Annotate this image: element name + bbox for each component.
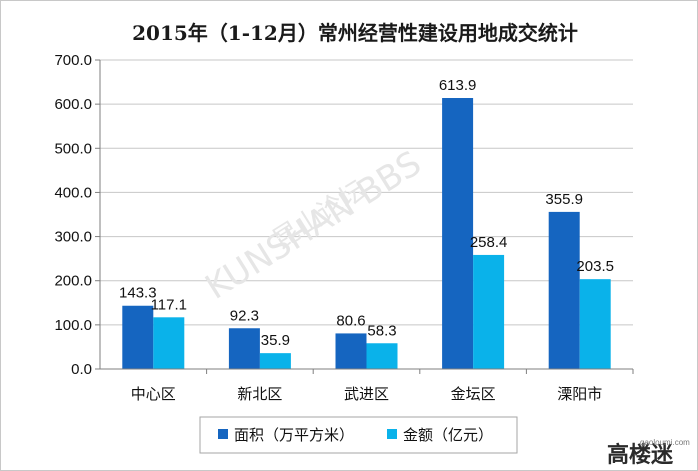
y-tick-label: 0.0: [71, 361, 92, 378]
category-label: 溧阳市: [557, 385, 602, 403]
y-tick-label: 600.0: [54, 96, 92, 113]
legend: 面积（万平方米） 金额（亿元）: [199, 416, 518, 454]
category-label: 金坛区: [451, 385, 496, 403]
gridlines: [100, 59, 633, 326]
legend-swatch: [387, 429, 397, 439]
data-label: 117.1: [151, 296, 187, 313]
category-label: 中心区: [131, 385, 176, 403]
y-tick-label: 200.0: [54, 273, 92, 290]
gaoloumi-logo: 高楼迷 gaoloumi.com: [607, 438, 690, 468]
category-label: 武进区: [344, 385, 389, 403]
y-tick-label: 100.0: [54, 317, 92, 334]
legend-swatch: [218, 429, 228, 439]
y-tick-label: 400.0: [54, 184, 92, 201]
y-tick-label: 300.0: [54, 229, 92, 246]
watermark: KUNSHAN BBS 昆山论坛: [199, 143, 429, 307]
y-tick-label: 700.0: [54, 52, 92, 69]
legend-label: 金额（亿元）: [403, 426, 493, 444]
chart-title: 2015年（1-12月）常州经营性建设用地成交统计: [132, 21, 578, 45]
category-labels: 中心区 新北区 武进区 金坛区 溧阳市: [131, 385, 602, 403]
data-label: 143.3: [119, 285, 157, 302]
data-label: 258.4: [470, 234, 508, 251]
bar-series-2: [579, 279, 611, 369]
logo-text: 高楼迷: [607, 442, 674, 468]
bar-series-1: [335, 333, 367, 369]
bar-series-2: [366, 343, 398, 369]
axes: [99, 60, 634, 374]
data-label: 80.6: [336, 312, 365, 329]
data-label: 92.3: [230, 307, 259, 324]
legend-box: [199, 416, 518, 454]
category-label: 新北区: [237, 385, 282, 403]
bar-series-2: [473, 254, 505, 369]
y-tick-label: 500.0: [54, 140, 92, 157]
data-label: 58.3: [367, 322, 396, 339]
legend-label: 面积（万平方米）: [234, 426, 354, 444]
bar-series-1: [548, 211, 580, 369]
bar-series-1: [442, 98, 474, 369]
logo-sub: gaoloumi.com: [640, 438, 690, 447]
data-label: 613.9: [439, 77, 477, 94]
y-axis-ticks: 0.0 100.0 200.0 300.0 400.0 500.0 600.0 700.0: [54, 52, 100, 378]
bar-series-2: [153, 317, 185, 369]
data-label: 203.5: [576, 258, 614, 275]
bar-series-1: [122, 305, 154, 369]
bar-series-1: [228, 328, 260, 369]
bar-series-2: [259, 353, 291, 369]
data-label: 355.9: [545, 191, 583, 208]
data-label: 35.9: [261, 332, 290, 349]
